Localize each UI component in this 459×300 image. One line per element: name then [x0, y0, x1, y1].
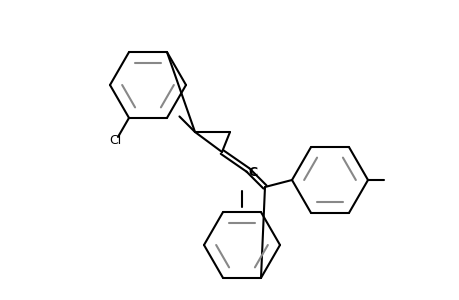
- Text: Cl: Cl: [109, 134, 121, 148]
- Text: C: C: [248, 166, 257, 178]
